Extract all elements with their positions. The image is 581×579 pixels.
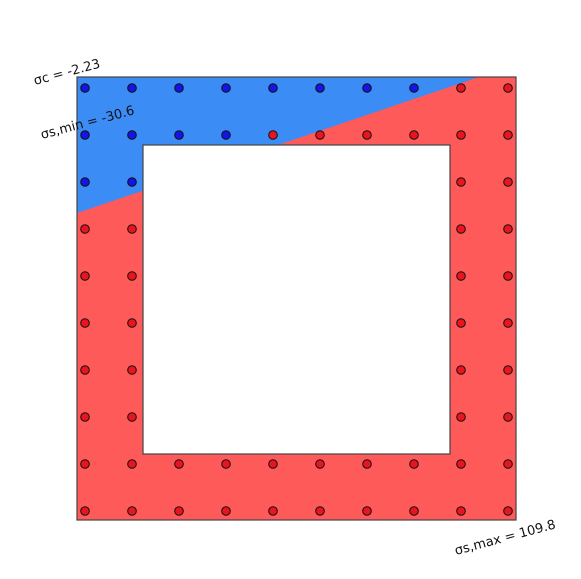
- rebar-left-outer: [80, 271, 90, 281]
- rebar-bottom-outer: [127, 506, 137, 516]
- rebar-bottom-inner: [456, 459, 466, 469]
- rebar-bottom-outer: [362, 506, 372, 516]
- rebar-top-inner: [409, 130, 419, 140]
- rebar-top-outer: [80, 83, 90, 93]
- rebar-bottom-outer: [221, 506, 231, 516]
- rebar-top-inner: [174, 130, 184, 140]
- rebar-bottom-outer: [80, 506, 90, 516]
- rebar-left-inner: [127, 271, 137, 281]
- rebar-top-inner: [456, 130, 466, 140]
- rebar-right-inner: [456, 318, 466, 328]
- rebar-right-outer: [503, 318, 513, 328]
- rebar-right-inner: [456, 271, 466, 281]
- rebar-bottom-outer: [315, 506, 325, 516]
- rebar-top-outer: [174, 83, 184, 93]
- rebar-bottom-outer: [409, 506, 419, 516]
- rebar-bottom-inner: [221, 459, 231, 469]
- rebar-left-outer: [80, 318, 90, 328]
- rebar-left-inner: [127, 412, 137, 422]
- rebar-top-outer: [268, 83, 278, 93]
- inner-boundary: [142, 144, 451, 455]
- rebar-top-outer: [456, 83, 466, 93]
- rebar-bottom-outer: [268, 506, 278, 516]
- reinforcement-bars: [80, 83, 513, 516]
- rebar-top-inner: [127, 130, 137, 140]
- rebar-left-inner: [127, 177, 137, 187]
- rebar-right-inner: [456, 177, 466, 187]
- rebar-right-outer: [503, 271, 513, 281]
- sigma-s-max-label: σs,max = 109.8: [453, 517, 557, 558]
- rebar-right-outer: [503, 177, 513, 187]
- rebar-top-inner: [268, 130, 278, 140]
- rebar-top-outer: [221, 83, 231, 93]
- outer-boundary: [76, 76, 517, 521]
- rebar-left-outer: [80, 365, 90, 375]
- section-outline: [76, 76, 517, 521]
- rebar-left-inner: [127, 318, 137, 328]
- rebar-right-inner: [456, 224, 466, 234]
- rebar-bottom-outer: [174, 506, 184, 516]
- rebar-bottom-inner: [503, 459, 513, 469]
- rebar-right-outer: [503, 412, 513, 422]
- rebar-bottom-outer: [503, 506, 513, 516]
- rebar-top-outer: [315, 83, 325, 93]
- rebar-top-outer: [409, 83, 419, 93]
- rebar-bottom-inner: [174, 459, 184, 469]
- rebar-top-outer: [503, 83, 513, 93]
- rebar-top-inner: [503, 130, 513, 140]
- rebar-bottom-inner: [315, 459, 325, 469]
- rebar-bottom-inner: [362, 459, 372, 469]
- rebar-bottom-inner: [268, 459, 278, 469]
- rebar-left-outer: [80, 224, 90, 234]
- rebar-right-outer: [503, 365, 513, 375]
- rebar-left-outer: [80, 177, 90, 187]
- rebar-bottom-inner: [80, 459, 90, 469]
- rebar-right-inner: [456, 412, 466, 422]
- rebar-left-inner: [127, 365, 137, 375]
- rebar-top-inner: [315, 130, 325, 140]
- rebar-bottom-inner: [409, 459, 419, 469]
- rebar-top-inner: [221, 130, 231, 140]
- rebar-left-outer: [80, 412, 90, 422]
- rebar-right-outer: [503, 224, 513, 234]
- section-fill: [77, 77, 516, 520]
- rebar-bottom-inner: [127, 459, 137, 469]
- rebar-bottom-outer: [456, 506, 466, 516]
- rebar-top-outer: [127, 83, 137, 93]
- rebar-top-inner: [80, 130, 90, 140]
- rebar-top-inner: [362, 130, 372, 140]
- rebar-top-outer: [362, 83, 372, 93]
- rebar-left-inner: [127, 224, 137, 234]
- rebar-right-inner: [456, 365, 466, 375]
- hollow-core: [143, 145, 450, 454]
